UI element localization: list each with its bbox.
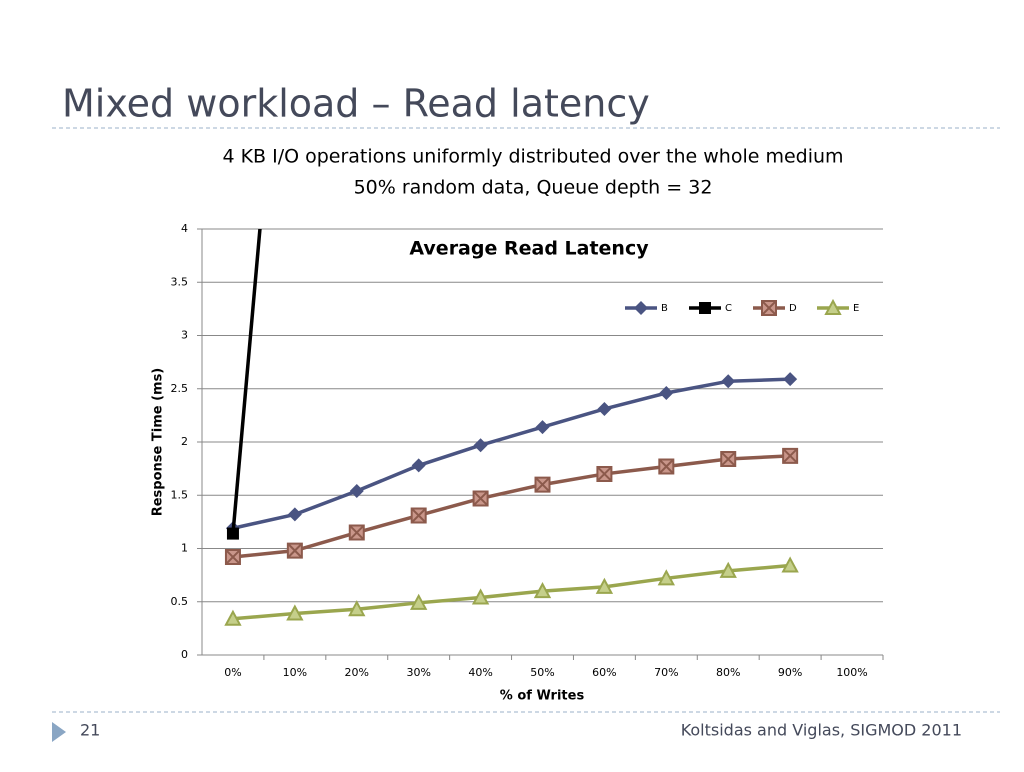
- marker: [781, 556, 799, 573]
- marker: [719, 561, 737, 578]
- marker: [824, 298, 842, 315]
- marker: [534, 476, 551, 493]
- marker: [721, 374, 736, 389]
- marker: [533, 581, 552, 599]
- marker: [783, 372, 798, 387]
- series-line: [232, 377, 791, 530]
- series-line: [231, 229, 262, 534]
- y-tick-label: 1.5: [171, 488, 189, 501]
- y-tick-label: 2: [181, 435, 188, 448]
- x-tick-label: 80%: [716, 666, 740, 679]
- marker: [473, 438, 488, 453]
- x-tick-label: 40%: [468, 666, 492, 679]
- subtitle: 50% random data, Queue depth = 32: [354, 177, 713, 199]
- legend-label: B: [661, 303, 668, 314]
- marker: [472, 490, 489, 507]
- bullet-icon: [52, 722, 66, 742]
- y-tick-label: 0.5: [171, 595, 189, 608]
- marker: [226, 527, 239, 540]
- y-tick-label: 2.5: [171, 382, 189, 395]
- subtitle: 4 KB I/O operations uniformly distribute…: [222, 146, 843, 168]
- marker: [348, 600, 366, 617]
- x-tick-label: 30%: [406, 666, 430, 679]
- marker: [657, 569, 675, 586]
- y-axis-label: Response Time (ms): [151, 368, 166, 517]
- x-tick-label: 90%: [778, 666, 802, 679]
- x-tick-label: 20%: [345, 666, 369, 679]
- y-tick-label: 3.5: [171, 275, 189, 288]
- y-tick-label: 4: [181, 222, 188, 235]
- marker: [348, 524, 365, 541]
- marker: [410, 593, 428, 610]
- page-number: 21: [80, 721, 100, 740]
- marker: [471, 588, 490, 605]
- marker: [224, 549, 241, 566]
- footer: Koltsidas and Viglas, SIGMOD 2011: [681, 721, 962, 740]
- marker: [782, 447, 799, 464]
- marker: [349, 483, 364, 498]
- marker: [699, 302, 711, 314]
- y-tick-label: 1: [181, 542, 188, 555]
- y-tick-label: 3: [181, 329, 188, 342]
- legend-label: E: [853, 303, 859, 314]
- marker: [411, 458, 426, 473]
- marker: [658, 458, 675, 475]
- marker: [634, 301, 648, 315]
- marker: [287, 507, 302, 522]
- plot-area: [224, 229, 799, 626]
- marker: [410, 507, 427, 524]
- legend-label: D: [789, 303, 797, 314]
- x-tick-label: 70%: [654, 666, 678, 679]
- marker: [286, 542, 303, 559]
- x-tick-label: 10%: [283, 666, 307, 679]
- marker: [535, 420, 550, 435]
- x-tick-label: 50%: [530, 666, 554, 679]
- series-line: [232, 563, 791, 621]
- marker: [597, 401, 612, 416]
- x-tick-label: 100%: [836, 666, 867, 679]
- series-line: [232, 454, 791, 559]
- marker: [224, 609, 242, 626]
- x-axis-label: % of Writes: [500, 689, 585, 704]
- marker: [720, 451, 737, 468]
- slide-title: Mixed workload – Read latency: [62, 82, 650, 126]
- x-tick-label: 60%: [592, 666, 616, 679]
- chart-title: Average Read Latency: [409, 238, 649, 260]
- legend-label: C: [725, 303, 732, 314]
- marker: [761, 300, 777, 316]
- marker: [286, 604, 304, 621]
- marker: [659, 386, 674, 401]
- marker: [595, 577, 614, 594]
- y-tick-label: 0: [181, 648, 188, 661]
- marker: [596, 465, 613, 482]
- chart: 00.511.522.533.540% 10% 20% 30% 40% 50% 60% 70%…: [151, 222, 884, 704]
- x-tick-label: 0%: [224, 666, 241, 679]
